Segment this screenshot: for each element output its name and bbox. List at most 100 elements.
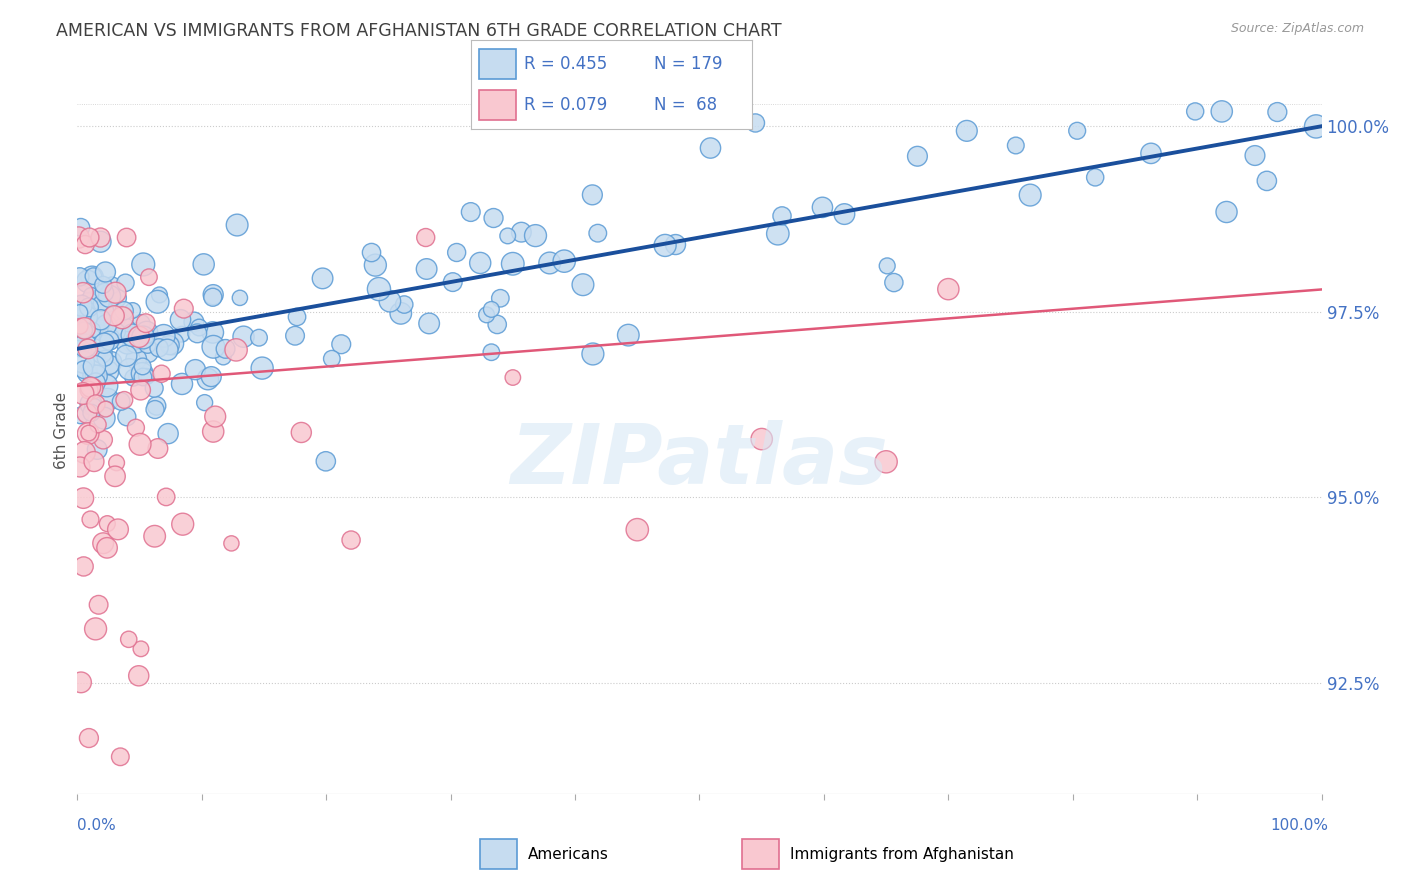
Point [94,307,117,321]
Point [90,312,112,326]
Point [581,187,603,202]
Point [538,256,561,270]
Point [105,325,128,339]
Bar [479,49,516,79]
Point [94,265,117,279]
Point [170,376,193,391]
Point [162,336,184,351]
Point [360,245,382,260]
Point [72,316,94,330]
Point [111,310,134,325]
Point [75,310,97,325]
Point [93,285,115,300]
Point [89,230,111,244]
Point [97,392,120,407]
Point [132,370,155,384]
Point [77,425,100,440]
Bar [742,839,779,869]
Point [143,529,166,543]
Point [876,259,898,273]
Point [112,303,135,318]
Point [128,669,150,683]
Point [72,491,94,505]
Point [194,395,217,409]
Point [83,368,105,383]
Point [744,116,766,130]
Point [226,218,249,232]
Point [204,409,226,424]
Point [1019,188,1042,202]
Point [69,460,91,475]
Point [115,409,138,424]
Point [186,326,208,341]
Point [143,402,166,417]
Point [125,421,148,435]
Point [96,318,118,332]
Point [197,372,219,386]
Point [69,324,91,338]
Point [129,641,152,656]
Point [1140,146,1163,161]
Point [100,355,122,369]
Point [415,262,437,277]
Point [1084,170,1107,185]
Point [84,397,107,411]
Point [907,149,929,163]
Point [70,675,93,690]
Y-axis label: 6th Grade: 6th Grade [53,392,69,469]
Point [145,399,167,413]
Point [69,305,91,319]
Point [94,402,117,417]
Bar [479,839,517,869]
Point [148,288,170,302]
Point [69,220,91,235]
Point [212,350,235,364]
Point [91,433,114,447]
Point [86,313,108,327]
Point [200,369,222,384]
Point [105,291,128,305]
Text: 100.0%: 100.0% [1271,818,1329,832]
Point [79,230,101,244]
Point [330,337,353,351]
Point [77,301,100,315]
Point [82,382,104,396]
Point [811,200,834,214]
Point [103,314,125,328]
Point [90,326,112,340]
Point [93,303,115,318]
Point [150,367,173,381]
Point [104,285,127,300]
Point [98,289,121,303]
Point [120,336,142,351]
Point [67,230,90,244]
Point [114,276,136,290]
Point [93,336,115,351]
Point [90,296,112,310]
Point [94,351,117,366]
Point [96,378,118,392]
Point [69,316,91,330]
Text: N = 179: N = 179 [654,55,723,73]
Point [131,359,153,374]
Point [290,425,312,440]
Point [118,362,141,376]
Point [159,338,181,352]
Point [129,317,152,331]
Text: Source: ZipAtlas.com: Source: ZipAtlas.com [1230,22,1364,36]
Point [112,322,135,336]
Point [87,301,110,316]
Point [188,320,211,334]
Point [90,345,112,359]
Point [135,369,157,384]
Point [202,425,225,439]
Point [232,329,254,343]
Point [84,622,107,636]
Point [1004,138,1026,153]
Point [69,269,91,284]
Point [76,342,98,356]
Point [875,455,897,469]
Point [221,536,243,550]
Point [1211,104,1233,119]
Point [586,226,609,240]
